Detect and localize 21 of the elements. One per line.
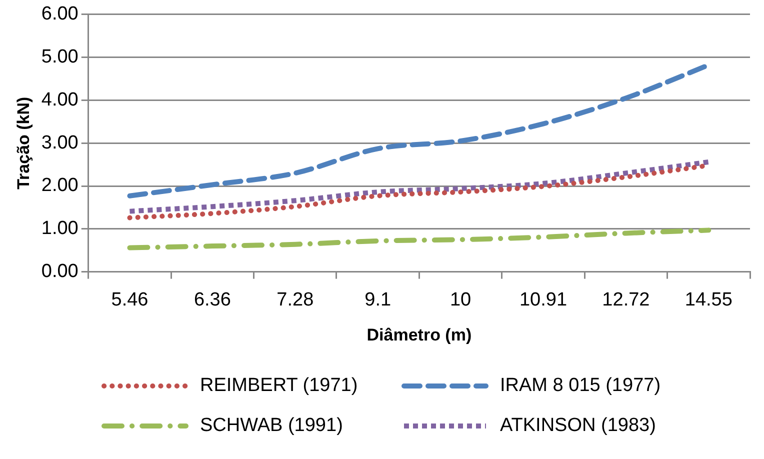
y-tick-label: 6.00 <box>41 4 78 25</box>
y-tick-label: 4.00 <box>41 89 78 110</box>
x-tick-label: 5.46 <box>111 289 148 310</box>
x-tick-label: 12.72 <box>602 289 650 310</box>
legend-label: REIMBERT (1971) <box>200 375 358 397</box>
x-tick-label: 14.55 <box>684 289 732 310</box>
y-tick-label: 1.00 <box>41 218 78 240</box>
x-axis-title: Diâmetro (m) <box>366 325 472 344</box>
legend-label: SCHWAB (1991) <box>200 415 343 437</box>
y-tick-label: 0.00 <box>41 261 78 282</box>
legend-label: IRAM 8 015 (1977) <box>500 375 661 397</box>
x-tick-label: 10.91 <box>519 289 568 310</box>
y-axis-title: Tração (kN) <box>14 96 33 190</box>
x-tick-label: 9.1 <box>364 289 392 310</box>
x-tick-label: 10 <box>450 289 472 310</box>
y-tick-label: 3.00 <box>41 132 78 154</box>
x-tick-label: 6.36 <box>194 289 231 310</box>
y-tick-label: 5.00 <box>41 46 78 68</box>
x-tick-label: 7.28 <box>276 289 314 310</box>
legend-label: ATKINSON (1983) <box>500 415 656 437</box>
y-tick-label: 2.00 <box>41 175 78 196</box>
